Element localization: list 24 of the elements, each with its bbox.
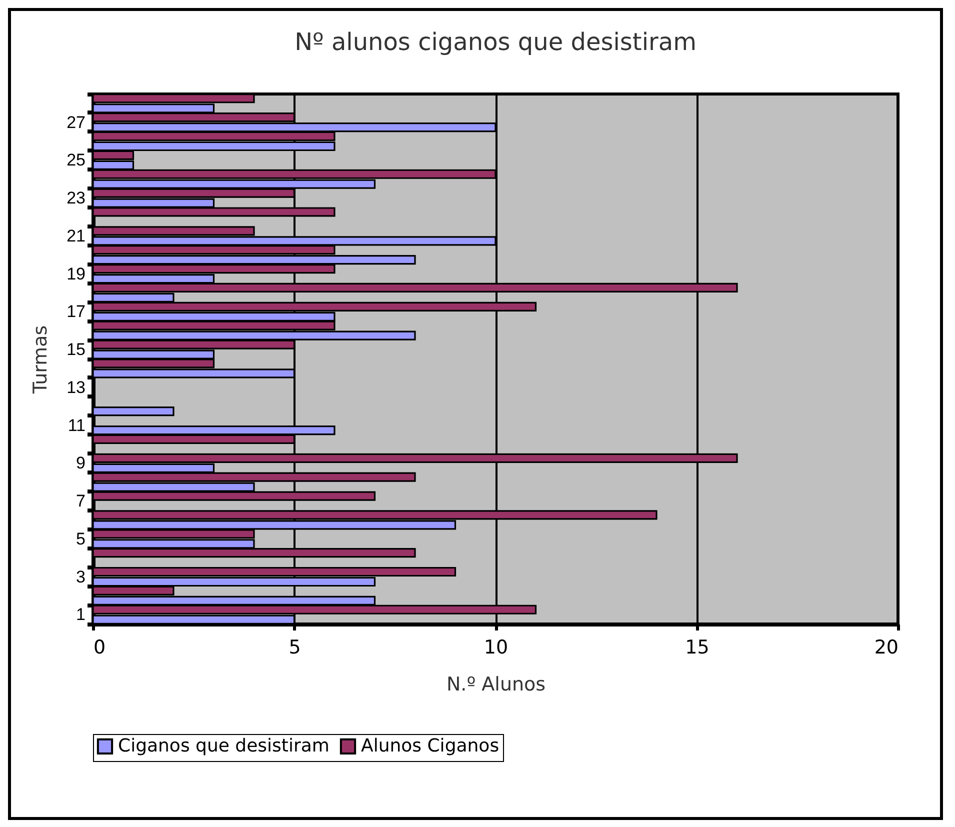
y-tick-label: 13 <box>66 378 86 397</box>
y-tick-label: 19 <box>66 264 86 284</box>
legend-label: Alunos Ciganos <box>361 735 500 756</box>
y-tick-label: 9 <box>76 454 86 473</box>
y-tick-label: 3 <box>76 567 86 586</box>
x-tick-label: 5 <box>288 636 301 658</box>
y-tick-label: 21 <box>66 226 86 246</box>
y-tick-label: 27 <box>66 112 86 132</box>
y-tick-label: 25 <box>66 150 86 170</box>
y-tick-label: 1 <box>76 605 86 624</box>
x-tick-label: 20 <box>874 636 898 658</box>
x-tick-label: 10 <box>484 636 508 658</box>
legend-label: Ciganos que desistiram <box>118 735 330 756</box>
x-tick-label: 15 <box>685 636 710 658</box>
y-tick-label: 15 <box>66 340 86 360</box>
chart-title: Nº alunos ciganos que desistiram <box>294 28 696 56</box>
y-axis-title: Turmas <box>30 325 52 395</box>
x-axis-title: N.º Alunos <box>446 674 546 696</box>
x-tick-label: 0 <box>94 636 106 658</box>
y-tick-label: 11 <box>68 416 86 435</box>
y-tick-label: 17 <box>66 302 86 322</box>
y-tick-label: 23 <box>66 188 86 208</box>
y-tick-label: 5 <box>76 529 86 548</box>
y-tick-label: 7 <box>76 492 86 511</box>
